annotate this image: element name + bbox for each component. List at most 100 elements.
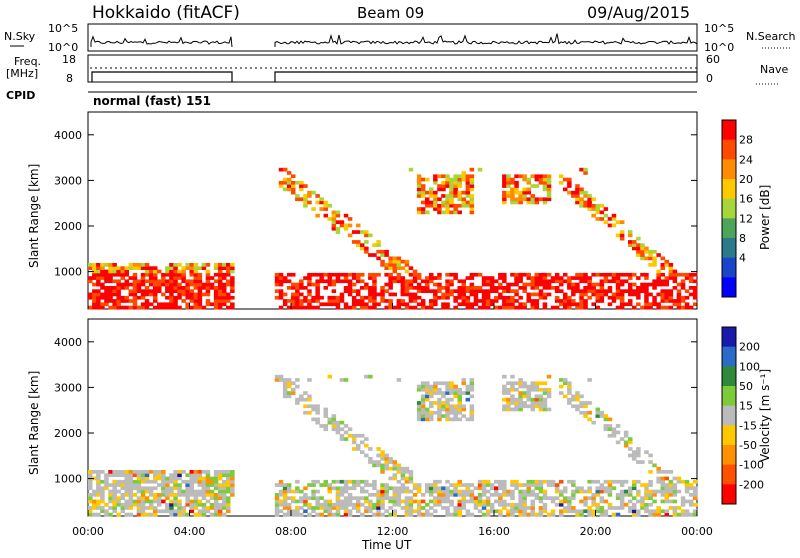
range-cell [360, 299, 365, 303]
range-cell [465, 289, 471, 293]
range-cell [222, 489, 227, 494]
range-cell [315, 489, 320, 494]
range-cell [648, 453, 653, 458]
range-cell [530, 483, 535, 487]
range-cell [274, 483, 280, 487]
range-cell [356, 499, 361, 504]
range-cell [356, 302, 361, 307]
range-cell [534, 197, 540, 202]
range-cell [112, 502, 117, 507]
range-cell [510, 289, 515, 293]
range-cell [441, 401, 446, 405]
range-cell [538, 483, 544, 487]
range-cell [583, 509, 588, 514]
range-cell [226, 499, 231, 504]
range-cell [668, 506, 674, 510]
range-cell [506, 190, 511, 195]
range-cell [201, 266, 207, 270]
range-cell [416, 417, 422, 422]
range-cell [628, 437, 633, 441]
range-cell [108, 272, 113, 277]
range-cell [404, 302, 410, 307]
range-cell [599, 496, 605, 500]
range-cell [477, 502, 483, 507]
range-cell [100, 493, 105, 497]
range-cell [571, 394, 576, 399]
range-cell [656, 466, 661, 471]
range-cell [140, 276, 146, 280]
range-cell [311, 190, 316, 195]
range-cell [644, 246, 649, 251]
range-cell [522, 483, 527, 487]
range-cell [425, 509, 430, 514]
range-cell [315, 282, 320, 287]
range-cell [116, 489, 121, 494]
range-cell [356, 502, 361, 507]
range-cell [599, 486, 605, 491]
range-cell [611, 295, 617, 300]
range-cell [441, 286, 446, 290]
range-cell [599, 210, 605, 215]
range-cell [664, 476, 669, 481]
range-cell [226, 266, 231, 270]
range-cell [213, 502, 219, 507]
range-cell [388, 282, 393, 287]
range-cell [201, 470, 207, 474]
range-cell [327, 299, 332, 303]
freq-trace [90, 67, 697, 82]
range-cell [518, 483, 523, 487]
range-cell [563, 499, 568, 504]
range-cell [315, 286, 320, 290]
range-cell [441, 381, 446, 386]
range-cell [640, 253, 645, 257]
range-cell [628, 299, 633, 303]
range-cell [356, 433, 361, 438]
range-cell [165, 272, 170, 277]
range-cell [465, 489, 471, 494]
range-cell [347, 496, 353, 500]
range-cell [140, 292, 146, 297]
range-cell [469, 177, 475, 182]
range-cell [140, 279, 146, 284]
range-cell [120, 509, 125, 514]
range-cell [384, 466, 389, 471]
range-cell [339, 220, 345, 224]
range-cell [538, 292, 544, 297]
range-cell [380, 249, 385, 254]
range-cell [603, 213, 609, 218]
range-cell [197, 483, 203, 487]
range-cell [213, 295, 219, 300]
range-cell [514, 289, 519, 293]
range-cell [518, 502, 523, 507]
range-cell [217, 263, 223, 267]
range-cell [384, 483, 389, 487]
range-cell [213, 509, 219, 514]
range-cell [335, 479, 341, 484]
range-cell [157, 305, 162, 310]
range-cell [579, 401, 584, 405]
range-cell [209, 479, 215, 484]
range-cell [282, 180, 288, 185]
range-cell [116, 302, 121, 307]
range-cell [177, 305, 182, 310]
range-cell [457, 210, 462, 215]
range-cell [473, 272, 479, 277]
range-cell [356, 509, 361, 514]
range-cell [412, 305, 418, 310]
range-cell [230, 266, 235, 270]
range-cell [278, 295, 284, 300]
range-cell [445, 496, 450, 500]
range-cell [136, 512, 142, 517]
range-cell [128, 299, 134, 303]
x-axis-ticks: 00:00 04:00 08:00 12:00 16:00 20:00 00:00 [72, 303, 713, 538]
range-cell [136, 476, 142, 481]
range-cell [108, 470, 113, 474]
range-cell [282, 387, 288, 392]
range-cell [465, 305, 471, 310]
range-cell [567, 401, 572, 405]
range-cell [465, 499, 471, 504]
colorbar-swatch [722, 464, 736, 485]
range-cell [169, 276, 174, 280]
range-cell [563, 302, 568, 307]
